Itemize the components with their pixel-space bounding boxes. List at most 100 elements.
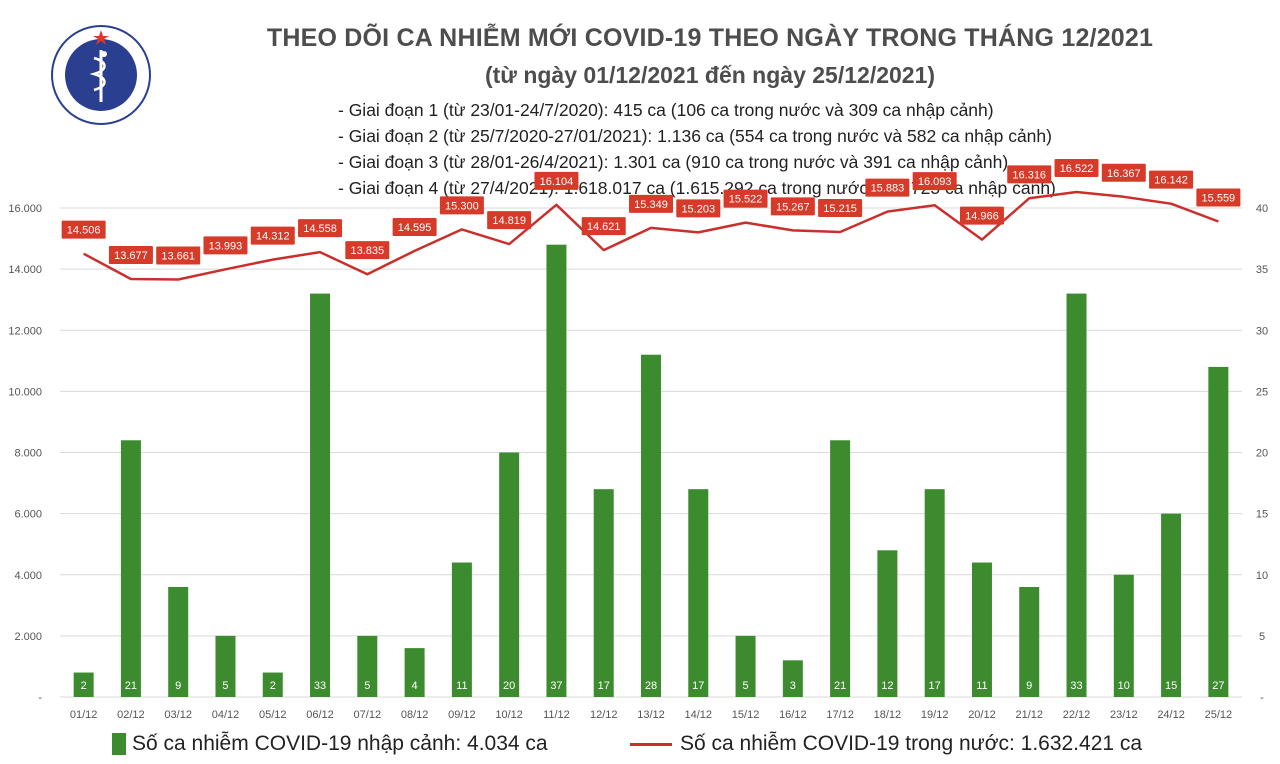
line-data-label: 15.300 xyxy=(445,200,479,212)
x-tick-label: 11/12 xyxy=(543,709,570,721)
bar xyxy=(735,635,756,697)
legend-item-line: Số ca nhiễm COVID-19 trong nước: 1.632.4… xyxy=(630,732,1142,756)
x-tick-label: 08/12 xyxy=(401,709,429,721)
chart-title: THEO DÕI CA NHIỄM MỚI COVID-19 THEO NGÀY… xyxy=(266,24,1154,52)
line-data-label: 16.316 xyxy=(1012,169,1046,181)
line-data-label: 13.677 xyxy=(114,250,148,262)
y-right-tick-label: - xyxy=(1260,692,1264,704)
bar-data-label: 21 xyxy=(834,680,846,692)
line-data-label: 13.835 xyxy=(350,245,384,257)
bar xyxy=(1161,513,1182,697)
line-data-label-box xyxy=(959,206,1004,225)
bar-data-label: 27 xyxy=(1212,680,1224,692)
y-left-tick-label: 4.000 xyxy=(14,570,42,582)
line-data-label-box xyxy=(108,245,153,264)
x-tick-label: 15/12 xyxy=(732,709,760,721)
bar xyxy=(546,244,567,698)
y-right-tick-label: 35 xyxy=(1256,264,1268,276)
line-data-label: 13.993 xyxy=(209,240,243,252)
line-data-label: 15.883 xyxy=(871,183,905,195)
line-data-label-box xyxy=(1101,163,1146,182)
line-data-label: 15.203 xyxy=(681,203,715,215)
x-tick-label: 18/12 xyxy=(874,709,902,721)
bar-data-label: 33 xyxy=(314,680,326,692)
line-data-label-box xyxy=(770,197,815,216)
line-data-label-box xyxy=(1196,188,1241,207)
bar xyxy=(451,562,472,697)
bar xyxy=(215,635,236,697)
bar-data-label: 2 xyxy=(270,680,276,692)
bar-data-label: 17 xyxy=(692,680,704,692)
line-data-label: 13.661 xyxy=(161,250,195,262)
line-data-label: 14.558 xyxy=(303,223,337,235)
line-data-label: 14.621 xyxy=(587,221,621,233)
x-tick-label: 09/12 xyxy=(448,709,476,721)
x-tick-label: 14/12 xyxy=(685,709,713,721)
y-right-tick-label: 15 xyxy=(1256,509,1268,521)
bar-data-label: 28 xyxy=(645,680,657,692)
bar xyxy=(830,440,851,697)
bar-data-label: 5 xyxy=(364,680,370,692)
bar-data-label: 3 xyxy=(790,680,796,692)
bar-data-label: 12 xyxy=(881,680,893,692)
bar xyxy=(641,354,661,697)
y-left-tick-label: - xyxy=(38,692,42,704)
line-data-label-box xyxy=(298,219,343,238)
line-data-label: 14.819 xyxy=(492,215,526,227)
x-tick-label: 05/12 xyxy=(259,709,287,721)
bar xyxy=(120,440,141,697)
phase-summary-item: - Giai đoạn 2 (từ 25/7/2020-27/01/2021):… xyxy=(338,126,1052,146)
bar xyxy=(1066,293,1087,697)
x-tick-label: 23/12 xyxy=(1110,709,1138,721)
bar-data-label: 21 xyxy=(125,680,137,692)
line-data-label-box xyxy=(250,226,295,245)
line-series xyxy=(83,190,1219,281)
y-right-tick-label: 10 xyxy=(1256,570,1268,582)
y-left-tick-label: 14.000 xyxy=(8,264,42,276)
bar xyxy=(877,550,898,697)
bar xyxy=(924,489,945,697)
x-tick-label: 17/12 xyxy=(826,709,854,721)
line-data-label-box xyxy=(61,220,106,239)
bar xyxy=(1113,574,1134,697)
legend-bars-label: Số ca nhiễm COVID-19 nhập cảnh: 4.034 ca xyxy=(132,732,548,755)
y-left-tick-label: 10.000 xyxy=(8,386,42,398)
x-tick-label: 07/12 xyxy=(354,709,382,721)
bar-data-label: 17 xyxy=(929,680,941,692)
line-data-label-box xyxy=(912,172,957,191)
y-left-tick-label: 12.000 xyxy=(8,325,42,337)
line-data-label: 14.595 xyxy=(398,222,432,234)
x-tick-label: 16/12 xyxy=(779,709,807,721)
line-data-label: 15.267 xyxy=(776,201,810,213)
line-data-label: 14.312 xyxy=(256,231,290,243)
line-data-label-box xyxy=(487,211,532,230)
bar-data-label: 11 xyxy=(976,680,987,692)
bar xyxy=(357,635,378,697)
line-data-label-box xyxy=(345,241,390,260)
bar-data-label: 15 xyxy=(1165,680,1177,692)
bar xyxy=(593,489,614,697)
line-data-label: 16.104 xyxy=(540,176,574,188)
line-data-label: 16.522 xyxy=(1060,163,1094,175)
y-right-tick-label: 25 xyxy=(1256,386,1268,398)
y-right-tick-label: 5 xyxy=(1259,631,1265,643)
bar xyxy=(782,660,803,697)
bar xyxy=(1019,586,1040,697)
line-data-label-box xyxy=(439,196,484,215)
bar xyxy=(404,648,425,697)
x-tick-label: 22/12 xyxy=(1063,709,1091,721)
line-data-label: 15.559 xyxy=(1202,192,1236,204)
bar-data-label: 37 xyxy=(550,680,562,692)
x-tick-label: 06/12 xyxy=(306,709,334,721)
x-tick-label: 19/12 xyxy=(921,709,949,721)
y-left-tick-label: 16.000 xyxy=(8,203,42,215)
line-data-label: 16.093 xyxy=(918,176,952,188)
line-data-label-box xyxy=(676,199,721,218)
line-data-label: 14.966 xyxy=(965,211,999,223)
bar xyxy=(168,586,189,697)
phase-summary-item: - Giai đoạn 1 (từ 23/01-24/7/2020): 415 … xyxy=(338,100,994,120)
line-data-label-box xyxy=(392,217,437,236)
x-tick-label: 01/12 xyxy=(70,709,98,721)
bar-data-label: 5 xyxy=(742,680,748,692)
line-data-label-box xyxy=(581,217,626,236)
